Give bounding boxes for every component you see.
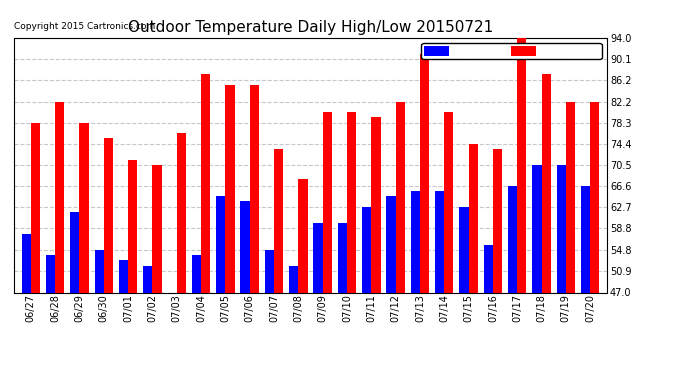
Bar <box>469 144 477 375</box>
Bar <box>46 255 55 375</box>
Bar <box>347 112 356 375</box>
Bar <box>386 196 395 375</box>
Bar <box>79 123 89 375</box>
Bar <box>201 74 210 375</box>
Bar <box>460 207 469 375</box>
Bar <box>395 102 405 375</box>
Title: Outdoor Temperature Daily High/Low 20150721: Outdoor Temperature Daily High/Low 20150… <box>128 20 493 35</box>
Bar <box>21 234 31 375</box>
Bar <box>168 292 177 375</box>
Bar <box>128 160 137 375</box>
Bar <box>323 112 332 375</box>
Bar <box>289 266 298 375</box>
Bar <box>240 201 250 375</box>
Bar <box>532 165 542 375</box>
Bar <box>542 74 551 375</box>
Bar <box>435 190 444 375</box>
Bar <box>226 85 235 375</box>
Bar <box>420 54 429 375</box>
Bar <box>518 38 526 375</box>
Bar <box>55 102 64 375</box>
Bar <box>152 165 161 375</box>
Bar <box>411 190 420 375</box>
Bar <box>192 255 201 375</box>
Bar <box>337 223 347 375</box>
Bar <box>104 138 113 375</box>
Bar <box>581 186 590 375</box>
Bar <box>508 186 518 375</box>
Bar <box>371 117 381 375</box>
Bar <box>31 123 40 375</box>
Bar <box>566 102 575 375</box>
Bar <box>298 178 308 375</box>
Bar <box>493 149 502 375</box>
Bar <box>362 207 371 375</box>
Bar <box>557 165 566 375</box>
Legend: Low  (°F), High  (°F): Low (°F), High (°F) <box>422 43 602 59</box>
Bar <box>484 245 493 375</box>
Bar <box>119 261 128 375</box>
Bar <box>265 250 274 375</box>
Bar <box>274 149 284 375</box>
Bar <box>144 266 152 375</box>
Bar <box>70 212 79 375</box>
Bar <box>250 85 259 375</box>
Bar <box>95 250 103 375</box>
Bar <box>216 196 226 375</box>
Bar <box>444 112 453 375</box>
Text: Copyright 2015 Cartronics.com: Copyright 2015 Cartronics.com <box>14 22 155 31</box>
Bar <box>590 102 600 375</box>
Bar <box>313 223 323 375</box>
Bar <box>177 133 186 375</box>
